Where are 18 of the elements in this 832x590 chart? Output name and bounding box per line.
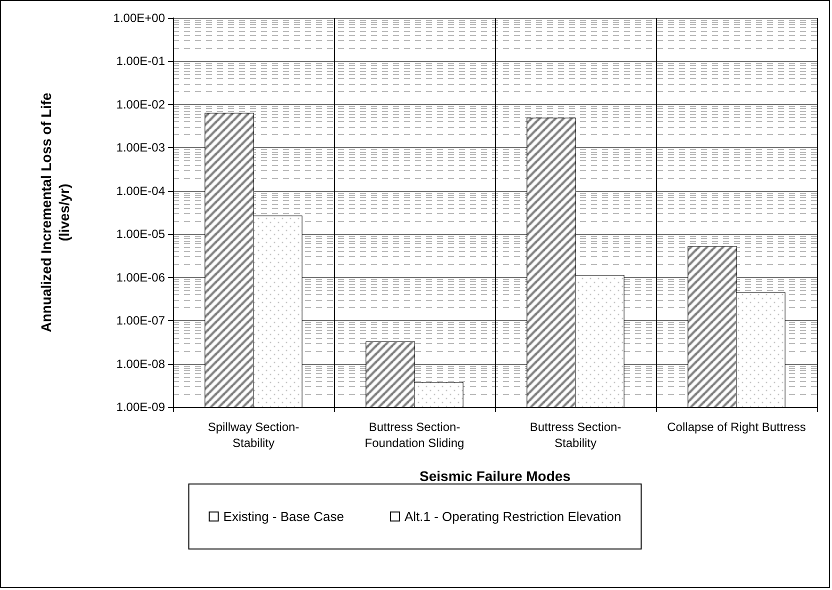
y-axis-title: Annualized Incremental Loss of Life (lives/yr): [38, 92, 72, 332]
y-tick-label: 1.00E-09: [116, 400, 166, 414]
y-tick-label: 1.00E-06: [116, 270, 166, 284]
y-tick-label: 1.00E-01: [116, 54, 166, 68]
legend-label: Existing - Base Case: [223, 509, 344, 524]
y-tick-label: 1.00E-05: [116, 227, 166, 242]
x-tick-label: Buttress Section-Foundation Sliding: [364, 420, 464, 450]
y-tick-label: 1.00E+00: [113, 11, 166, 25]
y-tick-label: 1.00E-02: [116, 97, 166, 112]
y-tick-label: 1.00E-03: [116, 140, 166, 155]
y-tick-label: 1.00E-08: [116, 356, 166, 371]
y-tick-label: 1.00E-07: [116, 314, 166, 328]
x-tick-label: Collapse of Right Buttress: [667, 420, 806, 434]
legend-label: Alt.1 - Operating Restriction Elevation: [404, 509, 622, 524]
x-axis-title: Seismic Failure Modes: [420, 468, 571, 484]
y-tick-label: 1.00E-04: [116, 184, 166, 198]
x-tick-label: Spillway Section-Stability: [208, 420, 300, 450]
x-tick-label: Buttress Section-Stability: [530, 420, 622, 450]
